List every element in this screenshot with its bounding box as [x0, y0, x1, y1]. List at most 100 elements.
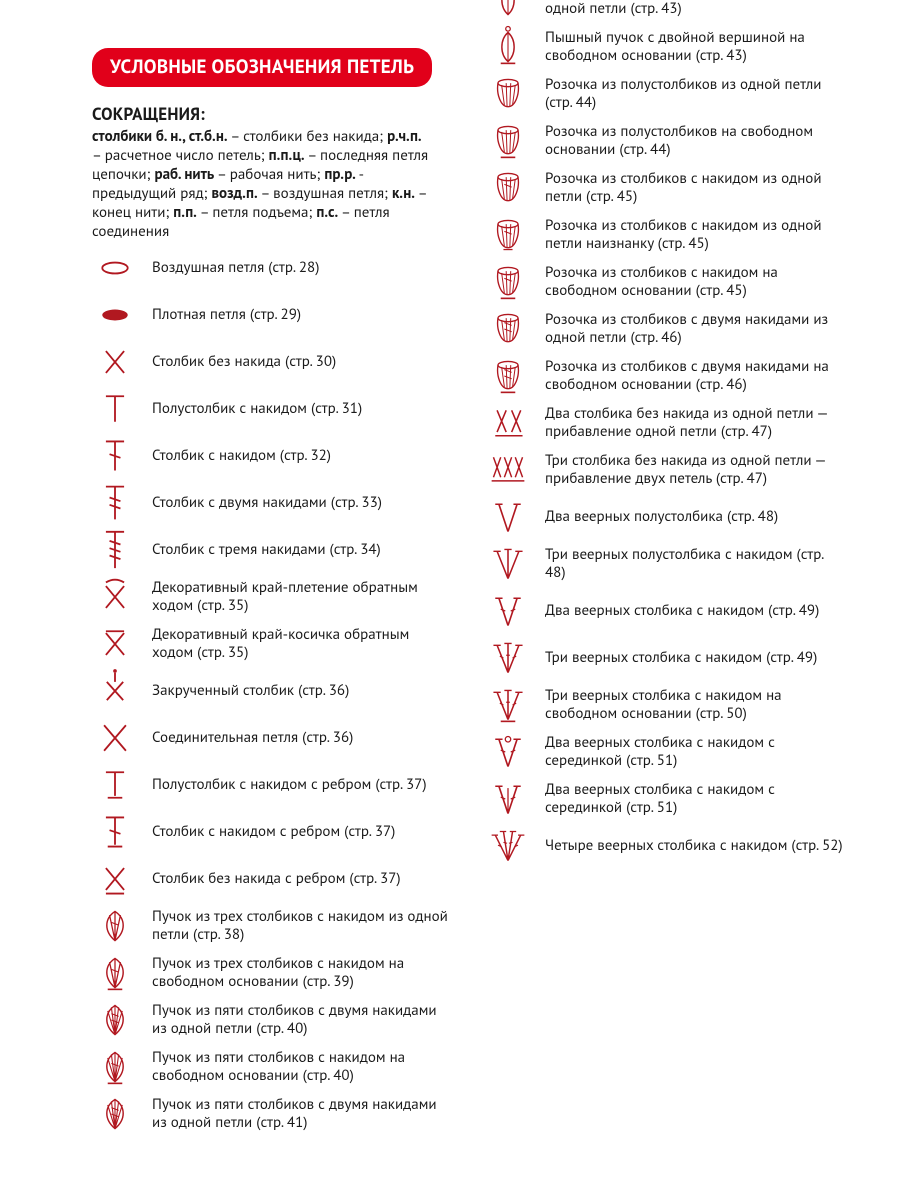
- legend-label: Столбик без накида (стр. 30): [152, 353, 336, 371]
- cl3_free-icon: [92, 953, 138, 993]
- legend-item: Пучок из пяти столбиков с двумя накидами…: [92, 1094, 457, 1134]
- legend-label: Два веерных столбика с накидом (стр. 49): [545, 602, 819, 620]
- legend-label: Закрученный столбик (стр. 36): [152, 682, 349, 700]
- legend-item: Соединительная петля (стр. 36): [92, 718, 457, 758]
- legend-label: Полустолбик с накидом (стр. 31): [152, 400, 362, 418]
- legend-page: УСЛОВНЫЕ ОБОЗНАЧЕНИЯ ПЕТЕЛЬ СОКРАЩЕНИЯ: …: [0, 0, 906, 1200]
- legend-item: Закрученный столбик (стр. 36): [92, 671, 457, 711]
- fan2dc_mid-icon: [485, 732, 531, 772]
- twisted-icon: [92, 671, 138, 711]
- legend-label: Два веерных полустолбика (стр. 48): [545, 508, 778, 526]
- legend-label: Пучок из трех столбиков с накидом на сво…: [152, 955, 452, 991]
- legend-item: Три столбика без накида из одной пет­ли …: [485, 450, 850, 490]
- legend-item: Два веерных полустолбика (стр. 48): [485, 497, 850, 537]
- legend-item: Столбик без накида (стр. 30): [92, 342, 457, 382]
- page-title: УСЛОВНЫЕ ОБОЗНАЧЕНИЯ ПЕТЕЛЬ: [92, 48, 432, 87]
- join-icon: [92, 718, 138, 758]
- legend-item: Два веерных столбика с накидом с середин…: [485, 732, 850, 772]
- cl5_dc_free-icon: [92, 1047, 138, 1087]
- pop_tr_free-icon: [485, 356, 531, 396]
- legend-item: Три веерных полустолбика с накидом (стр.…: [485, 544, 850, 584]
- legend-item: Розочка из столбиков с накидом из одной …: [485, 215, 850, 255]
- legend-label: Два столбика без накида из одной пет­ли …: [545, 405, 845, 441]
- chain-icon: [92, 248, 138, 288]
- legend-label: Столбик с накидом (стр. 32): [152, 447, 331, 465]
- cl5_tr_same2-icon: [92, 1094, 138, 1134]
- cl3_same-icon: [92, 906, 138, 946]
- pop_dc1-icon: [485, 168, 531, 208]
- legend-item: Столбик с тремя накидами (стр. 34): [92, 530, 457, 570]
- legend-item: Два столбика без накида из одной пет­ли …: [485, 403, 850, 443]
- legend-label: Три веерных полустолбика с накидом (стр.…: [545, 546, 845, 582]
- legend-label: Пучок из пяти столбиков с двумя накидами…: [152, 1096, 452, 1132]
- fan2dc_mid2-icon: [485, 779, 531, 819]
- inc3sc-icon: [485, 450, 531, 490]
- legend-item: Столбик с двумя накидами (стр. 33): [92, 483, 457, 523]
- legend-item: Три веерных столбика с накидом на свобод…: [485, 685, 850, 725]
- pop_dc_free-icon: [485, 262, 531, 302]
- dc_rib-icon: [92, 812, 138, 852]
- legend-label: Розочка из полустолбиков на свободном ос…: [545, 123, 845, 159]
- legend-label: Розочка из столбиков с двумя накидами из…: [545, 311, 845, 347]
- sc-icon: [92, 342, 138, 382]
- legend-label: Четыре веерных столбика с накидом (стр. …: [545, 837, 843, 855]
- legend-label: Два веерных столбика с накидом с середин…: [545, 781, 845, 817]
- legend-item: Розочка из столбиков с двумя накидами из…: [485, 309, 850, 349]
- pop_tr1-icon: [485, 309, 531, 349]
- abbreviations-text: столбики б. н., ст.б.н. – столбики без н…: [92, 127, 432, 241]
- sc_rib-icon: [92, 859, 138, 899]
- legend-item: Розочка из полустолбиков из одной петли …: [485, 74, 850, 114]
- legend-item: Пышный пучок с двойной вершиной из одной…: [485, 0, 850, 20]
- fan3dc_free-icon: [485, 685, 531, 725]
- legend-item: Декоративный край-плетение обратным ходо…: [92, 577, 457, 617]
- legend-label: Розочка из столбиков с накидом на свобод…: [545, 264, 845, 300]
- legend-label: Воздушная петля (стр. 28): [152, 259, 319, 277]
- legend-item: Розочка из столбиков с накидом на свобод…: [485, 262, 850, 302]
- slip-icon: [92, 295, 138, 335]
- legend-label: Соединительная петля (стр. 36): [152, 729, 353, 747]
- legend-item: Столбик без накида с ребром (стр. 37): [92, 859, 457, 899]
- legend-item: Два веерных столбика с накидом (стр. 49): [485, 591, 850, 631]
- decor_wave-icon: [92, 577, 138, 617]
- hdc_rib-icon: [92, 765, 138, 805]
- legend-label: Розочка из столбиков с двумя накидами на…: [545, 358, 845, 394]
- legend-label: Столбик с двумя накидами (стр. 33): [152, 494, 382, 512]
- fan3hdc-icon: [485, 544, 531, 584]
- legend-item: Полустолбик с накидом (стр. 31): [92, 389, 457, 429]
- tr-icon: [92, 483, 138, 523]
- legend-item: Декоративный край-косичка обратным ходом…: [92, 624, 457, 664]
- dtr-icon: [92, 530, 138, 570]
- legend-item: Три веерных столбика с накидом (стр. 49): [485, 638, 850, 678]
- legend-label: Два веерных столбика с накидом с середин…: [545, 734, 845, 770]
- legend-label: Пышный пучок с двойной вершиной на свобо…: [545, 29, 845, 65]
- legend-item: Воздушная петля (стр. 28): [92, 248, 457, 288]
- legend-item: Пышный пучок с двойной вершиной на свобо…: [485, 27, 850, 67]
- pop_hdc_free-icon: [485, 121, 531, 161]
- legend-label: Розочка из столбиков с накидом из одной …: [545, 217, 845, 253]
- legend-label: Полустолбик с накидом с ребром (стр. 37): [152, 776, 427, 794]
- left-column: УСЛОВНЫЕ ОБОЗНАЧЕНИЯ ПЕТЕЛЬ СОКРАЩЕНИЯ: …: [92, 48, 457, 1134]
- legend-item: Розочка из столбиков с накидом из одной …: [485, 168, 850, 208]
- right-column: Пучок из пяти столбиков с двумя наки­дам…: [485, 0, 850, 1134]
- legend-label: Розочка из полустолбиков из одной петли …: [545, 76, 845, 112]
- legend-label: Три столбика без накида из одной пет­ли …: [545, 452, 845, 488]
- legend-item: Столбик с накидом (стр. 32): [92, 436, 457, 476]
- abbrev-heading: СОКРАЩЕНИЯ:: [92, 103, 457, 125]
- decor_braid-icon: [92, 624, 138, 664]
- legend-label: Пучок из пяти столбиков с двумя накидами…: [152, 1002, 452, 1038]
- pop_hdc1-icon: [485, 74, 531, 114]
- puff_dbl_free-icon: [485, 27, 531, 67]
- legend-item: Столбик с накидом с ребром (стр. 37): [92, 812, 457, 852]
- fan4dc-icon: [485, 826, 531, 866]
- legend-label: Плотная петля (стр. 29): [152, 306, 301, 324]
- legend-label: Столбик с тремя накидами (стр. 34): [152, 541, 381, 559]
- legend-item: Пучок из пяти столбиков с накидом на сво…: [92, 1047, 457, 1087]
- legend-label: Пышный пучок с двойной вершиной из одной…: [545, 0, 845, 18]
- legend-item: Полустолбик с накидом с ребром (стр. 37): [92, 765, 457, 805]
- legend-label: Столбик с накидом с ребром (стр. 37): [152, 823, 395, 841]
- right-legend-list: Пучок из пяти столбиков с двумя наки­дам…: [485, 0, 850, 866]
- legend-label: Пучок из трех столбиков с накидом из одн…: [152, 908, 452, 944]
- legend-item: Пучок из пяти столбиков с двумя накидами…: [92, 1000, 457, 1040]
- cl5_tr_same-icon: [92, 1000, 138, 1040]
- legend-item: Розочка из столбиков с двумя накидами на…: [485, 356, 850, 396]
